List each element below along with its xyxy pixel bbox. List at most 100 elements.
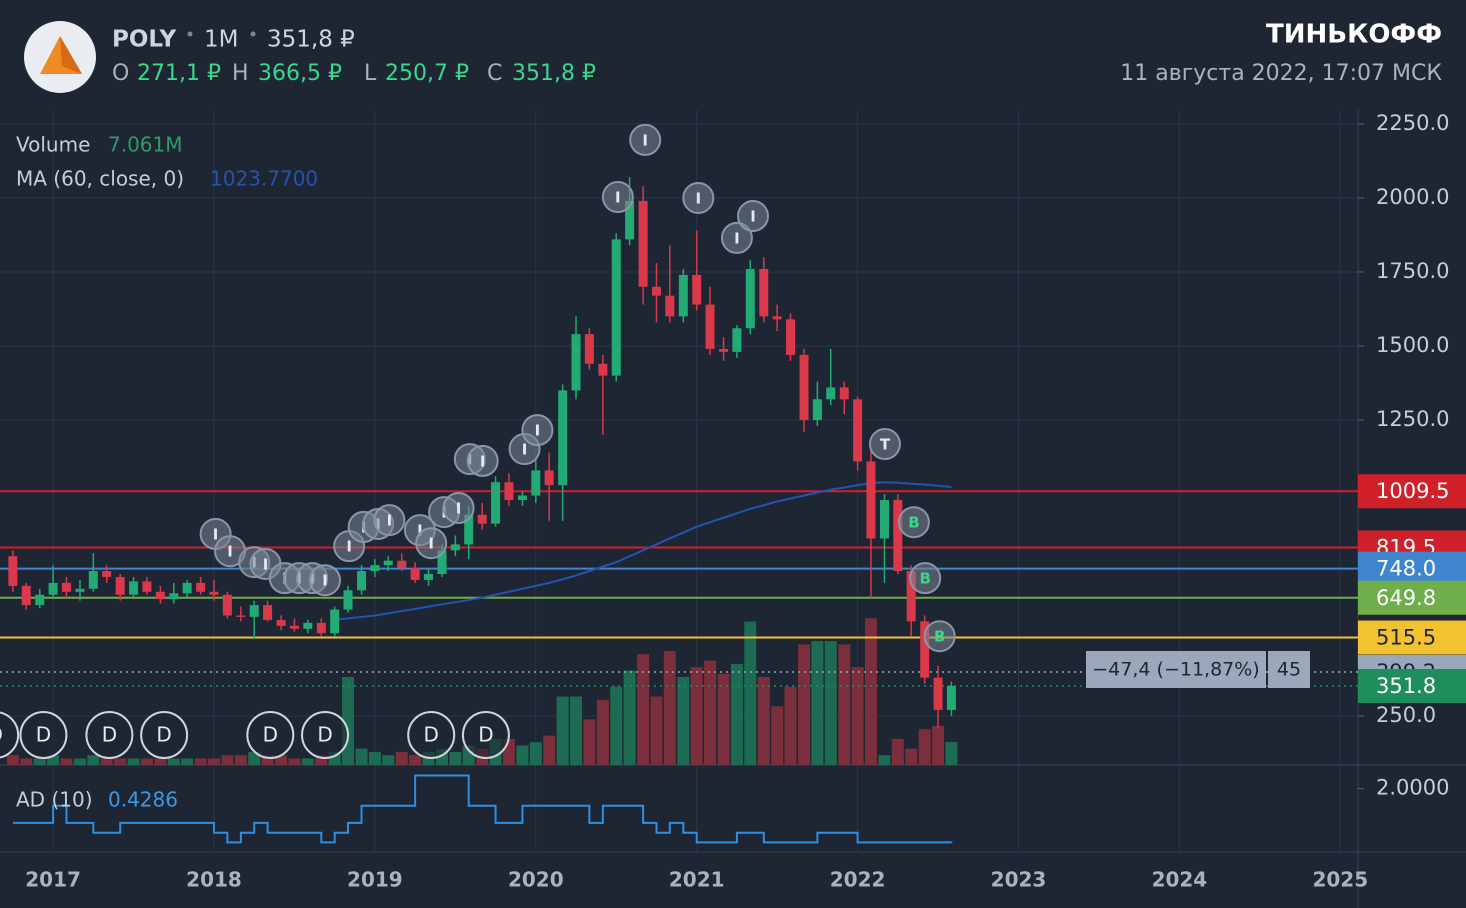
candle-body [920,621,930,678]
event-label: I [263,555,269,573]
volume-bar [20,758,33,765]
candle-body [61,582,71,592]
event-marker [923,620,956,653]
volume-bar [382,755,395,765]
volume-bar [207,758,220,765]
candle-body [491,482,501,524]
candle-body [759,269,769,317]
dividend-marker [140,711,189,759]
logo [24,21,96,93]
candle-body [544,470,554,486]
ad-line [12,774,953,844]
x-tick-label: 2024 [1152,868,1208,892]
y-tick-label: 250.0 [1376,703,1436,727]
event-label: I [456,499,462,517]
volume-bar [878,755,891,765]
change-label: −47,4 (−11,87%) [1092,659,1259,681]
ohlc-key: L [364,61,377,86]
price: 351,8 ₽ [267,27,355,53]
candle-body [584,334,594,364]
candle-body [222,594,232,616]
volume-bar [368,751,381,765]
volume-bar [6,755,19,765]
y-tick-label: 2250.0 [1376,111,1449,135]
candle-body [745,269,755,329]
volume-bar [154,758,167,765]
event-marker [373,504,406,537]
dividend-marker [407,711,456,759]
dividend-marker [246,711,295,759]
event-label: I [535,422,541,440]
candle-body [531,470,541,496]
price-label: 748.0 [1376,557,1436,581]
dividend-marker [0,711,20,759]
dividend-label: D [263,723,278,747]
candle-body [906,571,916,622]
candle-body [276,619,286,626]
candle-body [839,387,849,400]
candle-body [893,499,903,572]
volume-bar [690,667,703,765]
candle-body [196,582,206,592]
volume-bar [583,719,596,765]
volume-bar [918,729,931,765]
volume-bar [864,618,877,765]
event-marker [466,444,499,477]
candle-body [35,594,45,606]
candle-body [316,622,326,634]
event-marker [720,221,753,254]
volume-bar [730,663,743,765]
volume-bar [73,758,86,765]
price-label-box [1358,580,1466,615]
change-box [1086,651,1266,688]
candle-body [464,514,474,545]
count-label: 45 [1277,659,1301,681]
candle-body [102,571,112,577]
candle-body [370,565,380,572]
candle-body [8,556,18,586]
volume-bar [100,758,113,765]
legend-label: Volume [16,133,90,157]
candle-body [719,348,729,352]
volume-bar [798,644,811,765]
candle-body [450,544,460,551]
candle-body [812,399,822,421]
ohlc-value: 271,1 ₽ [137,61,221,86]
candle-body [933,677,943,710]
volume-bar [221,755,234,765]
event-label: B [908,514,919,532]
volume-bar [275,755,288,765]
candle-body [866,461,876,539]
y-tick-label: 2000.0 [1376,185,1449,209]
plot: 2017 2018 2019 2020 2021 2022 2023 2024 2025 2250… [0,110,1466,908]
legend-label: AD (10) [16,788,93,812]
candle-body [598,363,608,376]
event-label: I [522,441,528,459]
volume-bar [851,667,864,765]
volume-bar [784,686,797,765]
volume-bar [543,735,556,765]
ohlc-key: C [487,61,502,86]
x-tick-label: 2023 [991,868,1047,892]
dividend-marker [19,711,68,759]
event-marker [737,200,770,233]
volume-bar [677,676,690,765]
volume-bar [87,755,100,765]
dividend-label: D [317,723,332,747]
candle-body [625,200,635,240]
event-marker [601,181,634,214]
volume-bar [905,748,918,765]
volume-bar [127,758,140,765]
candle-body [142,581,152,592]
event-label: I [734,229,740,247]
event-label: I [428,535,434,553]
candle-body [517,495,527,500]
price-label: 351.8 [1376,674,1436,698]
candle-body [705,304,715,349]
ohlc-key: H [232,61,249,86]
dividend-marker [461,711,510,759]
ohlc-value: 366,5 ₽ [258,61,342,86]
event-marker [868,428,901,461]
candle-body [946,685,956,710]
